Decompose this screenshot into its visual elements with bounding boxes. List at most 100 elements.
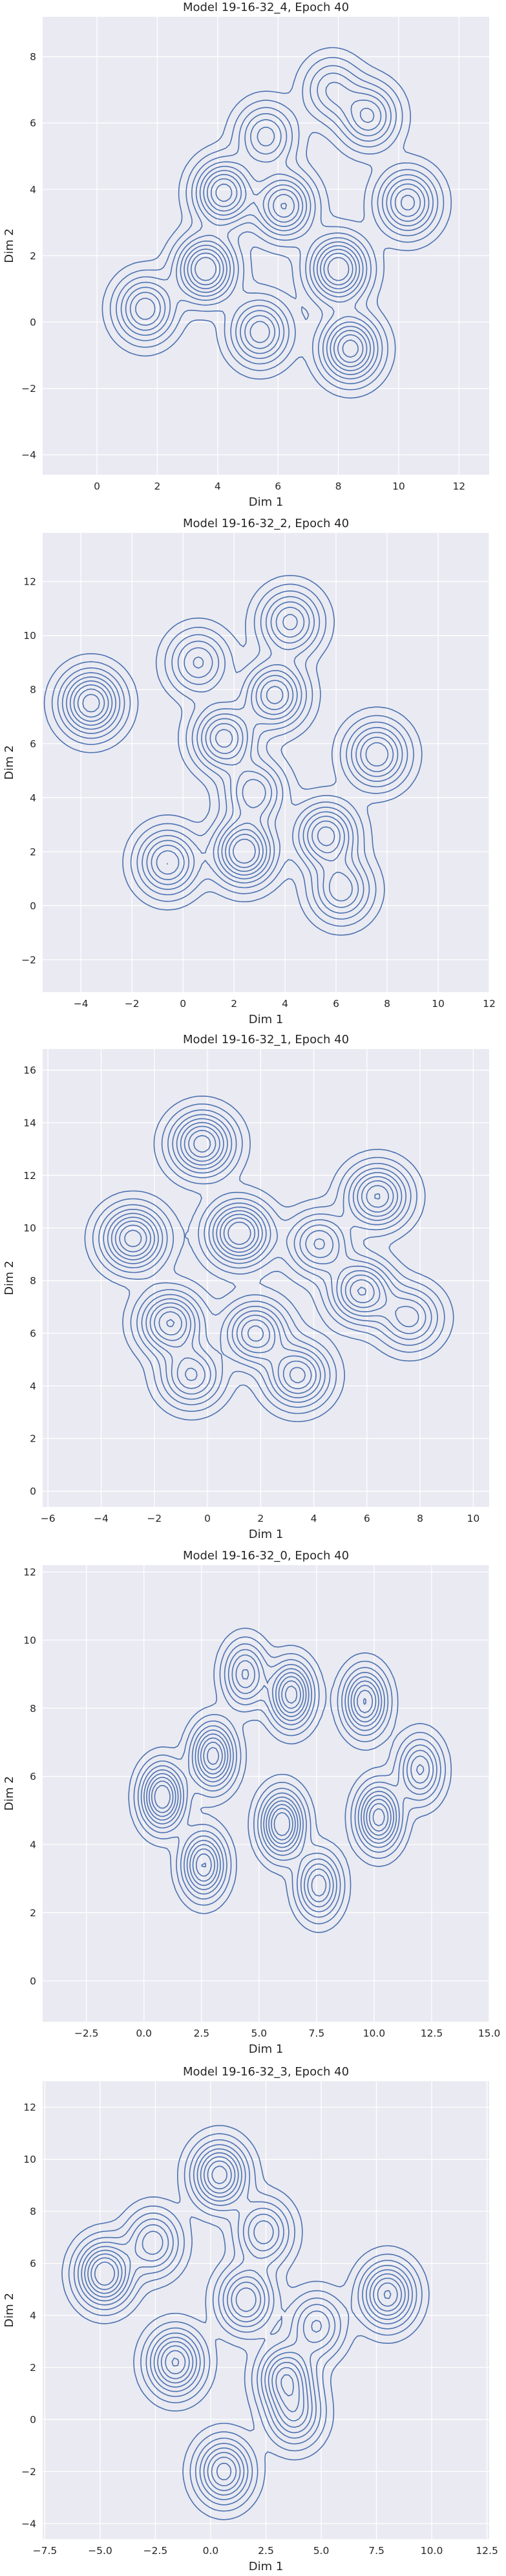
chart-panel-5: Model 19-16-32_3, Epoch 40 Dim 1 Dim 2 −7.5… <box>3 2065 498 2573</box>
contour-level-4 <box>103 1114 432 1403</box>
y-tick-label: 10 <box>23 2154 36 2165</box>
y-tick-label: 14 <box>23 1117 36 1129</box>
y-tick-label: 6 <box>30 1771 36 1782</box>
x-tick-label: 2 <box>154 481 160 492</box>
y-tick-label: 10 <box>23 1634 36 1646</box>
x-tick-label: 15.0 <box>478 2028 501 2039</box>
x-tick-label: 0.0 <box>203 2545 219 2557</box>
x-tick-label: 8 <box>417 1513 423 1524</box>
x-tick-label: 12 <box>452 481 465 492</box>
y-axis-label: Dim 2 <box>3 1261 16 1295</box>
plot-area <box>43 533 489 992</box>
x-tick-label: 10.0 <box>421 2545 443 2557</box>
contour-level-7 <box>149 1669 425 1897</box>
contour-level-1 <box>61 2125 430 2520</box>
contour-level-2 <box>109 57 445 391</box>
x-tick-label: −2 <box>147 1513 162 1524</box>
y-tick-label: 10 <box>23 630 36 642</box>
x-tick-label: 10 <box>467 1513 480 1524</box>
contour-level-9 <box>124 1135 381 1328</box>
x-tick-label: 10 <box>392 481 405 492</box>
y-tick-label: 12 <box>23 1566 36 1578</box>
kde-contours <box>43 575 423 936</box>
x-tick-label: −4 <box>74 998 89 1010</box>
plot-area <box>43 1565 489 2022</box>
contour-level-6 <box>69 607 394 902</box>
x-tick-label: 10.0 <box>363 2028 386 2039</box>
x-axis-label: Dim 1 <box>249 495 284 509</box>
x-tick-label: 7.5 <box>309 2028 325 2039</box>
contour-level-7 <box>135 107 421 367</box>
contour-level-9 <box>154 1685 385 1868</box>
y-tick-label: 0 <box>30 1975 36 1987</box>
x-tick-label: −2 <box>125 998 140 1010</box>
y-tick-label: 8 <box>30 2206 36 2218</box>
x-tick-label: 12 <box>483 998 496 1010</box>
contour-level-2 <box>92 1103 445 1414</box>
x-axis-label: Dim 1 <box>249 2042 284 2056</box>
contour-level-4 <box>140 1649 437 1912</box>
contour-level-9 <box>94 2165 392 2397</box>
y-tick-label: 6 <box>30 2258 36 2269</box>
contour-level-8 <box>77 686 335 869</box>
x-tick-label: 4 <box>215 481 221 492</box>
kde-contours <box>61 2125 430 2520</box>
y-tick-label: 6 <box>30 118 36 129</box>
contour-level-6 <box>111 1121 419 1394</box>
y-tick-label: 12 <box>23 1170 36 1182</box>
x-tick-label: 7.5 <box>368 2545 385 2557</box>
contour-level-4 <box>78 2144 413 2500</box>
contour-level-8 <box>190 178 415 363</box>
x-axis-label: Dim 1 <box>249 2560 284 2573</box>
x-tick-label: 12.5 <box>421 2028 443 2039</box>
chart-title: Model 19-16-32_0, Epoch 40 <box>183 1549 349 1563</box>
contour-level-9 <box>82 693 256 864</box>
contour-level-8 <box>90 2160 398 2480</box>
x-tick-label: 12.5 <box>476 2545 498 2557</box>
contour-level-7 <box>114 1125 394 1389</box>
x-tick-label: 6 <box>275 481 281 492</box>
x-tick-label: 2 <box>231 998 237 1010</box>
y-tick-label: −4 <box>21 449 36 461</box>
contour-level-3 <box>73 2139 417 2506</box>
x-tick-label: 0 <box>180 998 186 1010</box>
y-tick-label: 2 <box>30 1433 36 1445</box>
contour-level-5 <box>143 1654 434 1908</box>
contour-level-5 <box>66 601 399 908</box>
y-tick-label: 2 <box>30 250 36 262</box>
y-tick-label: 0 <box>30 900 36 912</box>
x-tick-label: −2.5 <box>74 2028 99 2039</box>
y-tick-label: 16 <box>23 1065 36 1076</box>
y-tick-label: −4 <box>21 2518 36 2529</box>
y-tick-label: −2 <box>21 383 36 395</box>
y-tick-label: 6 <box>30 738 36 750</box>
y-axis-label: Dim 2 <box>3 1776 16 1811</box>
y-tick-label: 4 <box>30 2310 36 2322</box>
y-tick-label: 4 <box>30 1380 36 1392</box>
contour-level-8 <box>119 1130 389 1383</box>
y-tick-label: −2 <box>21 954 36 966</box>
x-axis-label: Dim 1 <box>249 1013 284 1026</box>
y-tick-label: 12 <box>23 2102 36 2114</box>
chart-title: Model 19-16-32_4, Epoch 40 <box>183 1 349 14</box>
chart-panel-3: Model 19-16-32_1, Epoch 40 Dim 1 Dim 2 −6 −4… <box>3 1033 489 1541</box>
kde-contours <box>84 1096 454 1422</box>
contour-level-4 <box>61 596 403 914</box>
x-tick-label: 2.5 <box>193 2028 209 2039</box>
x-tick-label: −2.5 <box>143 2545 168 2557</box>
x-tick-label: 2.5 <box>258 2545 274 2557</box>
chart-title: Model 19-16-32_2, Epoch 40 <box>183 517 349 530</box>
contour-level-6 <box>146 1660 430 1903</box>
x-tick-label: 5.0 <box>251 2028 267 2039</box>
chart-panel-4: Model 19-16-32_0, Epoch 40 Dim 1 Dim 2 −2.5… <box>3 1549 500 2056</box>
y-axis-label: Dim 2 <box>3 745 16 780</box>
y-tick-label: 2 <box>30 1907 36 1919</box>
chart-title: Model 19-16-32_3, Epoch 40 <box>183 2065 349 2079</box>
contour-level-2 <box>68 2133 423 2512</box>
x-tick-label: 2 <box>257 1513 264 1524</box>
y-tick-label: 8 <box>30 1275 36 1287</box>
contour-level-5 <box>125 81 430 375</box>
y-tick-label: 2 <box>30 2362 36 2374</box>
y-tick-label: 8 <box>30 684 36 696</box>
